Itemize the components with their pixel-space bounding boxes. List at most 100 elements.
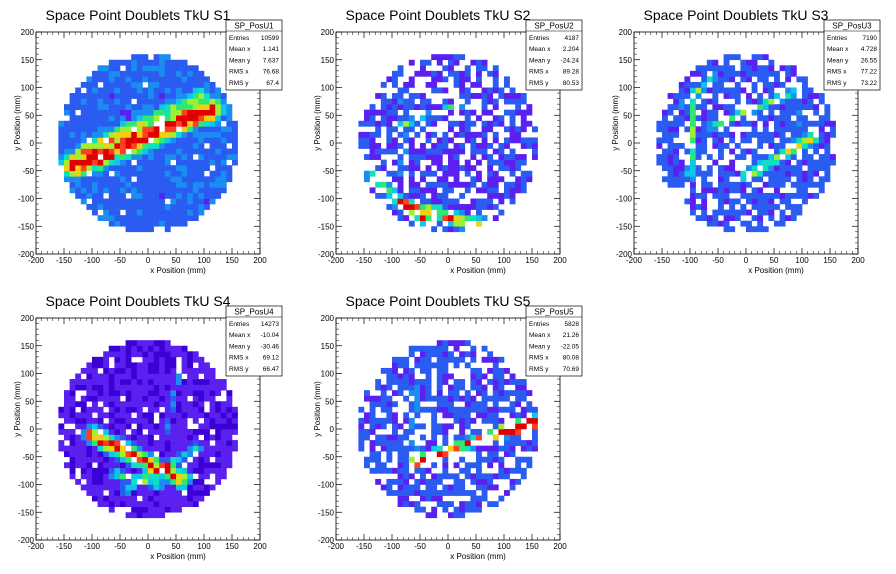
heatmap-bin (164, 87, 171, 94)
heatmap-bin (69, 395, 76, 402)
heatmap-bin (442, 131, 449, 138)
heatmap-bin (75, 115, 82, 122)
heatmap-bin (397, 70, 404, 77)
stats-label-mean_x: Mean x (229, 46, 251, 53)
heatmap-bin (656, 154, 663, 160)
heatmap-bin (114, 220, 121, 227)
heatmap-bin (504, 367, 510, 374)
heatmap-bin (108, 412, 115, 419)
heatmap-bin (125, 104, 132, 110)
heatmap-bin (108, 137, 115, 144)
heatmap-bin (701, 131, 708, 138)
heatmap-bin (802, 98, 808, 105)
heatmap-bin (120, 484, 126, 491)
heatmap-bin (64, 462, 70, 469)
heatmap-bin (136, 456, 143, 463)
heatmap-bin (515, 417, 522, 424)
heatmap-bin (526, 462, 533, 469)
heatmap-bin (459, 76, 466, 83)
heatmap-bin (751, 131, 758, 138)
heatmap-bin (746, 209, 752, 216)
heatmap-bin (142, 76, 149, 83)
heatmap-bin (684, 93, 691, 99)
heatmap-bin (131, 417, 138, 424)
heatmap-bin (673, 115, 680, 122)
heatmap-bin (164, 220, 171, 227)
heatmap-bin (86, 451, 93, 458)
heatmap-bin (75, 373, 82, 380)
heatmap-bin (718, 143, 724, 149)
heatmap-bin (520, 98, 527, 105)
heatmap-bin (80, 451, 87, 458)
heatmap-bin (470, 148, 477, 155)
heatmap-bin (408, 384, 415, 391)
y-tick-label: 50 (623, 111, 632, 120)
x-tick-label: 150 (525, 256, 539, 265)
heatmap-bin (75, 126, 82, 133)
heatmap-bin (414, 148, 421, 155)
heatmap-bin (740, 192, 747, 199)
heatmap-bin (215, 154, 222, 160)
heatmap-bin (170, 440, 177, 446)
heatmap-bin (120, 204, 126, 210)
heatmap-bin (375, 384, 382, 391)
heatmap-bin (830, 159, 836, 166)
heatmap-bin (818, 120, 825, 127)
heatmap-bin (403, 417, 410, 424)
heatmap-bin (375, 467, 382, 474)
heatmap-bin (701, 65, 708, 72)
heatmap-bin (734, 181, 741, 188)
heatmap-bin (75, 120, 82, 127)
heatmap-bin (470, 351, 477, 358)
heatmap-bin (392, 70, 398, 77)
heatmap-bin (813, 137, 820, 144)
x-tick-label: 150 (823, 256, 837, 265)
heatmap-bin (204, 120, 210, 127)
heatmap-bin (148, 490, 154, 496)
heatmap-bin (125, 115, 132, 122)
heatmap-bin (448, 154, 454, 160)
heatmap-bin (807, 137, 814, 144)
heatmap-bin (64, 390, 70, 396)
heatmap-bin (97, 356, 104, 363)
heatmap-bin (807, 165, 814, 172)
heatmap-bin (818, 187, 825, 194)
heatmap-bin (187, 170, 194, 177)
heatmap-bin (386, 126, 393, 133)
heatmap-bin (164, 154, 171, 160)
heatmap-bin (515, 456, 522, 463)
heatmap-bin (492, 406, 499, 413)
heatmap-bin (684, 115, 691, 122)
heatmap-bin (198, 87, 205, 94)
y-tick-label: 0 (30, 425, 35, 434)
heatmap-bin (751, 198, 758, 205)
heatmap-bin (532, 440, 538, 446)
heatmap-bin (802, 181, 808, 188)
heatmap-bin (673, 131, 680, 138)
heatmap-bin (120, 373, 126, 380)
heatmap-bin (170, 120, 177, 127)
heatmap-bin (220, 98, 227, 105)
heatmap-bin (114, 490, 121, 496)
heatmap-bin (80, 434, 87, 441)
heatmap-bin (120, 143, 126, 149)
heatmap-bin (114, 87, 121, 94)
heatmap-bin (414, 423, 421, 430)
heatmap-bin (204, 379, 210, 385)
heatmap-bin (209, 137, 216, 144)
heatmap-bin (58, 131, 65, 138)
heatmap-bin (159, 143, 166, 149)
heatmap-bin (768, 93, 775, 99)
heatmap-bin (209, 467, 216, 474)
heatmap-bin (386, 478, 393, 485)
heatmap-bin (209, 154, 216, 160)
heatmap-bin (504, 165, 510, 172)
heatmap-bin (209, 120, 216, 127)
heatmap-bin (97, 440, 104, 446)
heatmap-bin (785, 148, 792, 155)
x-tick-label: 100 (497, 542, 511, 551)
heatmap-bin (181, 351, 188, 358)
heatmap-bin (718, 137, 724, 144)
heatmap-bin (176, 137, 182, 144)
heatmap-bin (364, 115, 370, 122)
